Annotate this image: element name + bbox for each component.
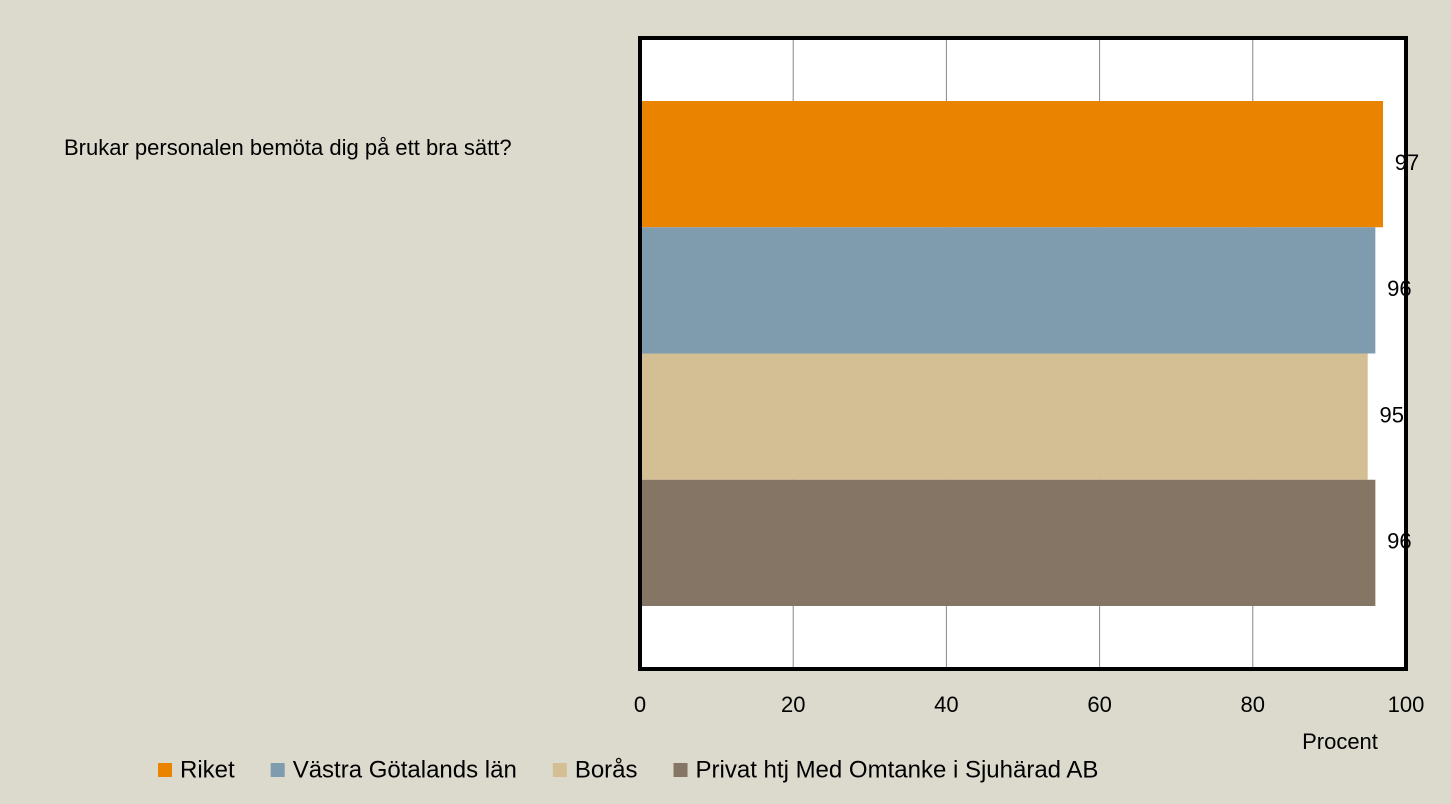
x-tick-label: 20 bbox=[781, 692, 805, 717]
legend-swatch bbox=[158, 763, 172, 777]
bar bbox=[640, 101, 1384, 228]
x-tick-label: 80 bbox=[1241, 692, 1265, 717]
x-tick-label: 40 bbox=[934, 692, 958, 717]
legend-label: Riket bbox=[180, 756, 235, 783]
legend-label: Borås bbox=[575, 756, 638, 783]
bar bbox=[640, 353, 1368, 480]
legend-swatch bbox=[270, 763, 285, 777]
data-label: 95 bbox=[1379, 402, 1403, 427]
x-tick-label: 100 bbox=[1388, 692, 1425, 717]
legend-swatch bbox=[673, 763, 688, 777]
x-axis-label: Procent bbox=[1302, 729, 1378, 754]
x-tick-label: 0 bbox=[634, 692, 646, 717]
x-tick-label: 60 bbox=[1087, 692, 1111, 717]
bar bbox=[640, 479, 1376, 606]
category-label: Brukar personalen bemöta dig på ett bra … bbox=[64, 135, 512, 160]
legend-swatch bbox=[552, 763, 567, 777]
bar bbox=[640, 227, 1376, 354]
plot-border bbox=[638, 36, 1408, 671]
legend-label: Västra Götalands län bbox=[293, 756, 517, 783]
legend-label: Privat htj Med Omtanke i Sjuhärad AB bbox=[696, 756, 1099, 783]
